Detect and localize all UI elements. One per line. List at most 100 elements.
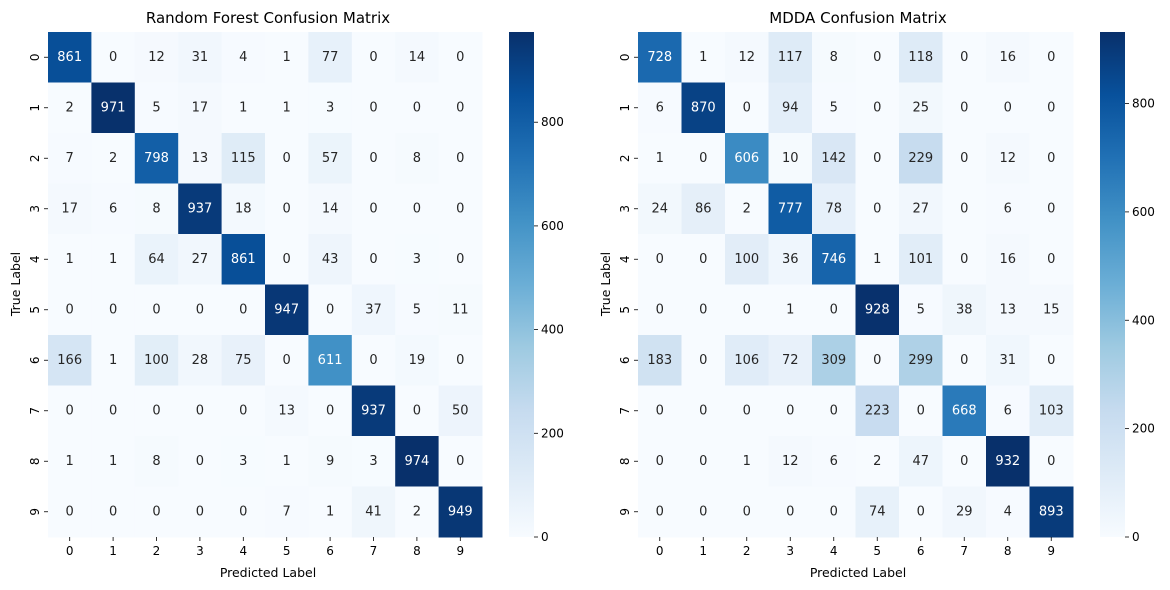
cell-r5-c0 bbox=[48, 284, 92, 336]
cell-r5-c6 bbox=[899, 284, 943, 336]
x-axis-ticks: 0 1 2 3 4 5 6 7 8 9 bbox=[656, 537, 1055, 558]
cell-r9-c5 bbox=[855, 486, 900, 538]
cell-label-r0-c3: 31 bbox=[192, 50, 209, 65]
cell-r0-c6 bbox=[308, 32, 353, 83]
cell-label-r5-c8: 13 bbox=[999, 302, 1016, 317]
cell-label-r9-c6: 1 bbox=[326, 504, 334, 519]
cell-r7-c2 bbox=[725, 385, 769, 437]
cell-label-r7-c8: 0 bbox=[413, 403, 421, 418]
cell-r4-c1 bbox=[91, 234, 136, 285]
cell-r8-c0 bbox=[48, 436, 92, 487]
y-tick-label: 6 bbox=[28, 356, 42, 364]
cell-r5-c2 bbox=[134, 284, 179, 336]
cell-label-r8-c4: 6 bbox=[830, 454, 838, 469]
cell-r3-c9 bbox=[1029, 183, 1074, 235]
cell-r2-c8 bbox=[395, 133, 440, 184]
colorbar-tick-label: 400 bbox=[1132, 313, 1155, 327]
cell-label-r3-c0: 24 bbox=[651, 201, 668, 216]
cell-r9-c4 bbox=[812, 486, 856, 538]
cell-label-r1-c4: 5 bbox=[830, 100, 838, 115]
cell-r1-c8 bbox=[986, 82, 1030, 134]
cell-r6-c0 bbox=[638, 335, 682, 386]
cell-label-r8-c9: 0 bbox=[456, 454, 464, 469]
cell-label-r3-c5: 0 bbox=[873, 201, 881, 216]
cell-label-r6-c1: 0 bbox=[699, 353, 707, 368]
cell-label-r1-c0: 2 bbox=[66, 100, 74, 115]
cell-label-r8-c8: 932 bbox=[995, 454, 1020, 469]
cell-label-r6-c8: 19 bbox=[409, 353, 426, 368]
cell-r1-c1 bbox=[91, 82, 136, 134]
cell-label-r4-c5: 0 bbox=[283, 252, 291, 267]
cell-r9-c8 bbox=[395, 486, 440, 538]
cell-label-r4-c4: 746 bbox=[821, 252, 846, 267]
cell-r2-c7 bbox=[942, 133, 987, 184]
cell-label-r3-c9: 0 bbox=[456, 201, 464, 216]
cell-label-r9-c7: 29 bbox=[956, 504, 973, 519]
cell-label-r6-c4: 75 bbox=[235, 353, 252, 368]
cell-r0-c0 bbox=[48, 32, 92, 83]
cell-label-r2-c8: 12 bbox=[999, 151, 1016, 166]
cell-label-r4-c4: 861 bbox=[231, 252, 256, 267]
colorbar-tick-label: 800 bbox=[541, 115, 564, 129]
cell-label-r3-c2: 8 bbox=[152, 201, 160, 216]
colorbar-tick-label: 0 bbox=[1132, 530, 1140, 544]
cell-label-r0-c9: 0 bbox=[456, 50, 464, 65]
cell-label-r6-c0: 166 bbox=[57, 353, 82, 368]
colorbar-tick-label: 200 bbox=[541, 426, 564, 440]
cell-r8-c4 bbox=[812, 436, 856, 487]
cell-label-r4-c1: 1 bbox=[109, 252, 117, 267]
cell-r4-c8 bbox=[986, 234, 1030, 285]
cell-r2-c3 bbox=[768, 133, 813, 184]
cell-r3-c6 bbox=[308, 183, 353, 235]
cell-r6-c6 bbox=[308, 335, 353, 386]
cell-r1-c5 bbox=[855, 82, 900, 134]
cell-label-r2-c5: 0 bbox=[873, 151, 881, 166]
cell-label-r7-c9: 50 bbox=[452, 403, 469, 418]
cell-r8-c7 bbox=[942, 436, 987, 487]
cell-r0-c9 bbox=[438, 32, 483, 83]
cell-r1-c3 bbox=[178, 82, 223, 134]
cell-label-r2-c7: 0 bbox=[960, 151, 968, 166]
cell-r3-c1 bbox=[91, 183, 136, 235]
cell-r5-c8 bbox=[986, 284, 1030, 336]
cell-label-r6-c2: 100 bbox=[144, 353, 169, 368]
x-tick-label: 6 bbox=[917, 544, 925, 558]
cell-label-r2-c1: 2 bbox=[109, 151, 117, 166]
cell-label-r1-c5: 0 bbox=[873, 100, 881, 115]
cell-label-r8-c7: 0 bbox=[960, 454, 968, 469]
cell-label-r3-c9: 0 bbox=[1047, 201, 1055, 216]
x-tick-label: 3 bbox=[196, 544, 204, 558]
cell-r6-c9 bbox=[438, 335, 483, 386]
cell-r3-c8 bbox=[395, 183, 440, 235]
cell-label-r7-c4: 0 bbox=[239, 403, 247, 418]
cell-label-r4-c5: 1 bbox=[873, 252, 881, 267]
x-axis-label: Predicted Label bbox=[810, 565, 906, 580]
cell-r9-c7 bbox=[942, 486, 987, 538]
cell-r7-c2 bbox=[134, 385, 179, 437]
cell-label-r1-c3: 94 bbox=[782, 100, 799, 115]
cell-label-r9-c0: 0 bbox=[66, 504, 74, 519]
cell-r7-c5 bbox=[855, 385, 900, 437]
cell-r9-c5 bbox=[265, 486, 309, 538]
cell-r7-c9 bbox=[438, 385, 483, 437]
cell-label-r7-c0: 0 bbox=[66, 403, 74, 418]
y-tick-label: 3 bbox=[618, 205, 632, 213]
cell-r4-c4 bbox=[812, 234, 856, 285]
cell-label-r6-c9: 0 bbox=[456, 353, 464, 368]
cell-label-r0-c3: 117 bbox=[778, 50, 803, 65]
cell-r1-c2 bbox=[134, 82, 179, 134]
cell-label-r1-c3: 17 bbox=[192, 100, 209, 115]
x-tick-label: 8 bbox=[413, 544, 421, 558]
cell-r2-c6 bbox=[308, 133, 353, 184]
cell-r2-c2 bbox=[134, 133, 179, 184]
cell-label-r9-c5: 74 bbox=[869, 504, 886, 519]
cell-r8-c5 bbox=[855, 436, 900, 487]
y-tick-label: 4 bbox=[618, 255, 632, 263]
cell-label-r4-c8: 3 bbox=[413, 252, 421, 267]
colorbar-gradient bbox=[1100, 32, 1125, 537]
cell-label-r2-c3: 13 bbox=[192, 151, 209, 166]
colorbar-tick-label: 400 bbox=[541, 323, 564, 337]
cell-label-r8-c3: 12 bbox=[782, 454, 799, 469]
cell-label-r3-c7: 0 bbox=[960, 201, 968, 216]
x-tick-label: 4 bbox=[239, 544, 247, 558]
